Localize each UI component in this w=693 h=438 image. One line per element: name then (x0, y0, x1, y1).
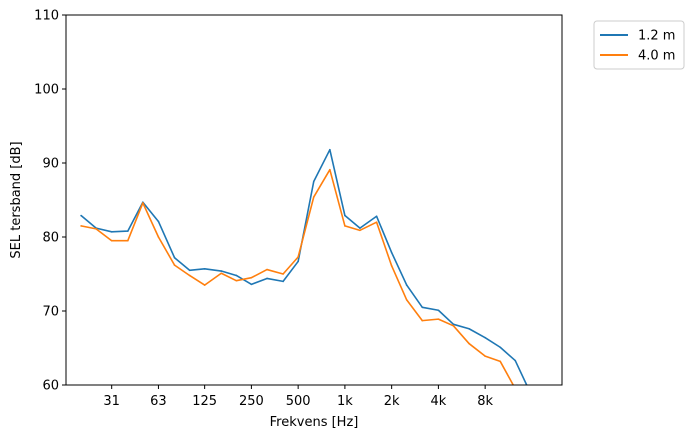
data-point (437, 318, 440, 320)
data-point (390, 265, 393, 267)
series-layer (80, 148, 528, 385)
data-point (80, 214, 82, 217)
data-point (452, 323, 455, 326)
x-tick-label: 1k (337, 394, 353, 409)
data-point (344, 214, 346, 217)
data-point (499, 360, 502, 363)
data-point (250, 276, 253, 279)
legend-label-1: 1.2 m (638, 29, 675, 44)
data-point (359, 229, 361, 232)
data-point (203, 268, 206, 270)
data-point (220, 270, 223, 272)
x-axis-title: Frekvens [Hz] (270, 415, 359, 430)
y-tick-label: 70 (42, 305, 59, 320)
data-point (312, 180, 315, 183)
legend: 1.2 m 4.0 m (593, 20, 685, 70)
plot-frame (65, 14, 563, 386)
data-point (514, 359, 517, 362)
data-point (282, 280, 284, 283)
data-point (329, 148, 331, 151)
y-tick-label: 80 (42, 231, 59, 246)
x-tick-label: 500 (286, 394, 311, 409)
data-point (452, 325, 455, 327)
y-axis: 60 70 80 90 100 110 (34, 9, 66, 394)
data-point (344, 225, 346, 227)
data-point (266, 268, 268, 271)
data-point (173, 264, 176, 266)
data-point (421, 319, 424, 322)
x-tick-label: 63 (150, 394, 167, 409)
data-point (173, 256, 176, 259)
data-point (235, 274, 238, 277)
data-point (499, 346, 502, 349)
data-point (375, 215, 378, 218)
data-point (127, 239, 129, 242)
data-point (95, 228, 97, 230)
x-tick-label: 31 (103, 394, 120, 409)
data-point (405, 299, 408, 301)
x-tick-label: 8k (477, 394, 493, 409)
data-point (188, 274, 191, 277)
data-point (421, 306, 424, 309)
data-point (359, 227, 361, 229)
data-point (80, 225, 82, 227)
data-point (203, 284, 206, 286)
data-point (157, 220, 160, 223)
y-axis-title: SEL tersband [dB] (9, 141, 24, 258)
data-point (157, 236, 160, 238)
data-point (312, 196, 315, 198)
data-point (110, 239, 113, 242)
x-tick-label: 125 (192, 394, 217, 409)
x-tick-label: 250 (239, 394, 264, 409)
data-point (484, 355, 486, 357)
data-point (484, 336, 486, 339)
x-axis: 31 63 125 250 500 1k 2k 4k 8k (103, 385, 494, 409)
data-point (297, 256, 299, 258)
data-point (405, 284, 408, 286)
data-point (188, 269, 191, 272)
data-point (127, 230, 129, 232)
y-tick-label: 90 (42, 157, 59, 172)
data-point (220, 272, 223, 275)
data-point (250, 283, 253, 286)
data-point (375, 221, 378, 223)
data-point (329, 168, 331, 171)
x-tick-label: 4k (430, 394, 446, 409)
series-line-1 (80, 148, 528, 385)
legend-frame (593, 20, 685, 70)
data-point (110, 231, 113, 233)
y-tick-label: 60 (42, 379, 59, 394)
data-point (282, 273, 284, 275)
y-tick-label: 100 (34, 83, 59, 98)
data-point (235, 279, 238, 282)
data-point (468, 327, 470, 330)
data-point (437, 309, 440, 312)
data-point (468, 342, 470, 345)
data-point (142, 202, 144, 204)
x-tick-label: 2k (384, 394, 400, 409)
series-line-2 (80, 168, 515, 385)
data-point (297, 260, 299, 263)
legend-label-2: 4.0 m (638, 49, 675, 64)
data-point (390, 251, 393, 254)
data-point (266, 277, 268, 280)
y-tick-label: 110 (34, 9, 59, 24)
